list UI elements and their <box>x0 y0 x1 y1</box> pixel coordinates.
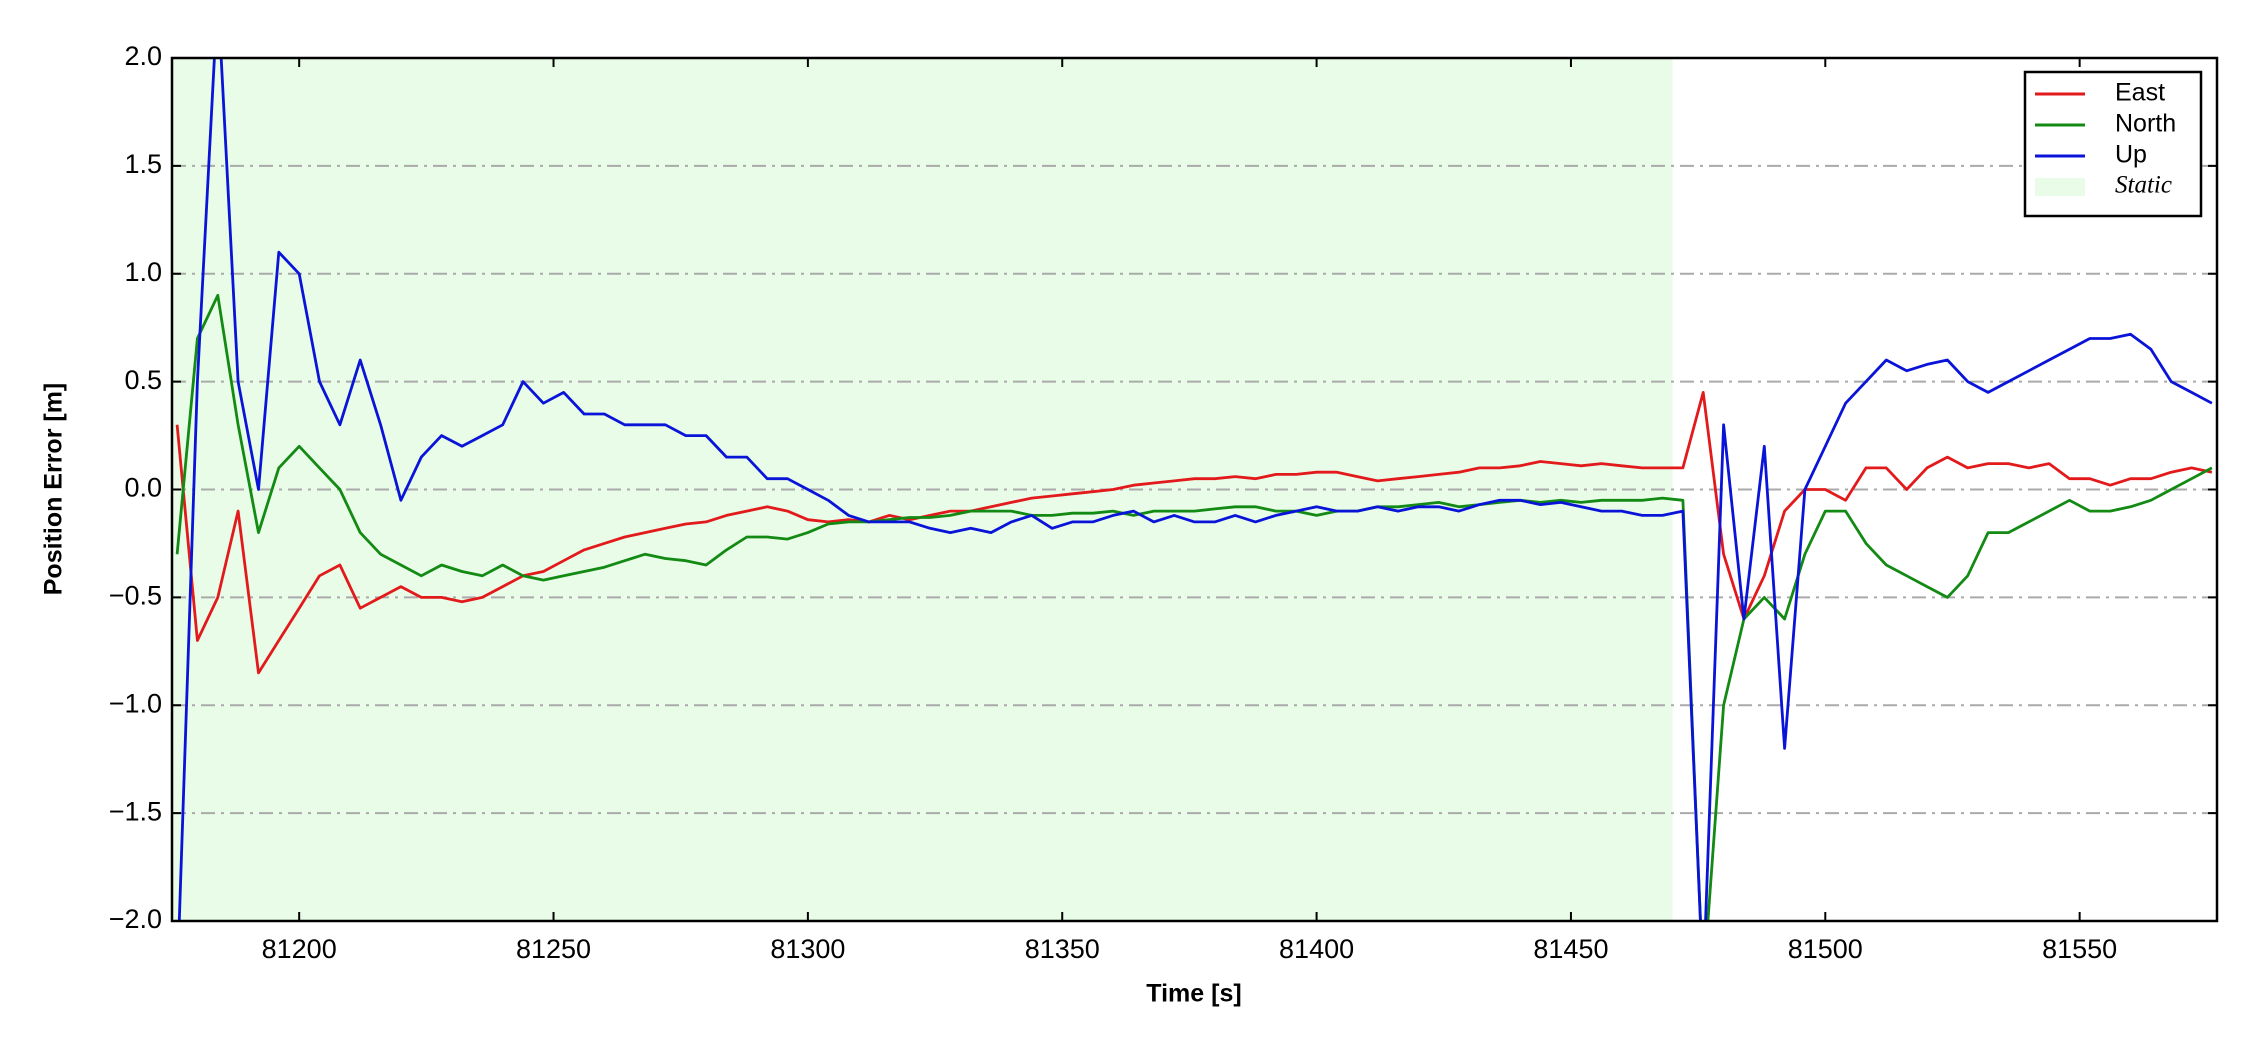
x-tick-label: 81350 <box>1025 934 1100 964</box>
y-tick-label: 0.5 <box>124 365 162 395</box>
y-tick-label: −2.0 <box>109 904 162 934</box>
y-tick-label: 1.0 <box>124 257 162 287</box>
x-tick-label: 81200 <box>262 934 337 964</box>
plot-area <box>172 58 2217 921</box>
x-tick-label: 81550 <box>2042 934 2117 964</box>
legend-label: Up <box>2115 141 2147 169</box>
x-tick-label: 81450 <box>1533 934 1608 964</box>
x-tick-label: 81300 <box>770 934 845 964</box>
x-tick-label: 81400 <box>1279 934 1354 964</box>
y-tick-label: −1.5 <box>109 796 162 826</box>
legend-swatch <box>2035 178 2085 196</box>
x-tick-label: 81500 <box>1788 934 1863 964</box>
series-line <box>175 391 2213 675</box>
legend-label: East <box>2115 79 2165 107</box>
x-axis-label: Time [s] <box>1146 980 1241 1008</box>
legend-label: North <box>2115 110 2176 138</box>
legend: East North Up Static <box>2023 70 2203 218</box>
series-line <box>177 58 2213 921</box>
y-tick-label: −0.5 <box>109 581 162 611</box>
legend-label: Static <box>2115 172 2172 199</box>
x-tick-label: 81250 <box>516 934 591 964</box>
y-tick-label: 1.5 <box>124 149 162 179</box>
y-tick-label: 2.0 <box>124 41 162 71</box>
y-tick-label: −1.0 <box>109 688 162 718</box>
series-line <box>175 293 2213 921</box>
y-tick-label: 0.0 <box>124 473 162 503</box>
y-axis-label: Position Error [m] <box>40 383 68 596</box>
